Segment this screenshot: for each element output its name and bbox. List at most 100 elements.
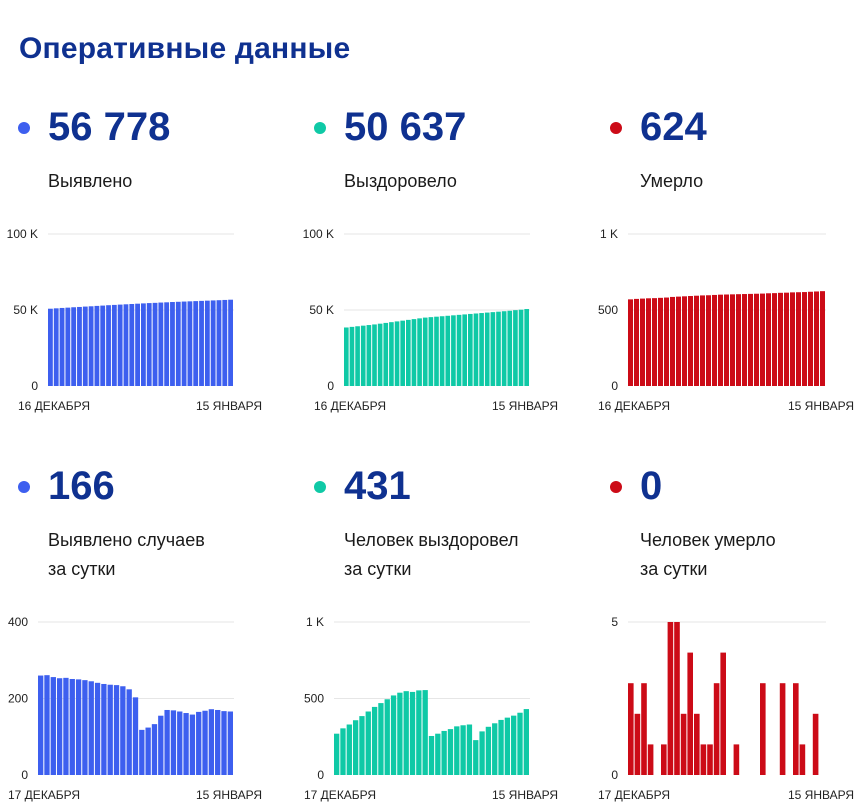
bar [507, 310, 513, 386]
bar [352, 720, 359, 775]
bar [126, 689, 132, 775]
bar [193, 301, 199, 386]
stat-label-line-1: Человек умерло [640, 530, 776, 550]
x-tick-label-start: 17 ДЕКАБРЯ [8, 788, 80, 802]
bar [129, 304, 135, 386]
bar [101, 683, 107, 775]
bar [796, 292, 801, 386]
stat-value: 624 [640, 105, 707, 149]
stat-label-line-1: Выявлено случаев [48, 530, 205, 550]
bar [434, 316, 439, 386]
bar [409, 691, 416, 775]
bar [700, 295, 705, 386]
bar [88, 306, 94, 386]
bar [175, 301, 181, 386]
bar [111, 304, 117, 386]
bar [366, 325, 372, 386]
bar [383, 322, 389, 386]
y-tick-label: 0 [611, 379, 618, 393]
y-tick-label: 100 K [303, 227, 334, 241]
bar [462, 314, 467, 386]
bar [694, 713, 700, 775]
bar [355, 326, 360, 386]
bar [778, 292, 783, 386]
bar [177, 711, 183, 775]
bar [479, 731, 485, 775]
bar [344, 327, 349, 386]
bar [802, 292, 807, 386]
bar [123, 304, 129, 386]
bar [411, 319, 417, 386]
bar [53, 308, 59, 386]
bar [779, 683, 786, 775]
bar [113, 685, 120, 775]
bar [71, 307, 77, 386]
bar [670, 296, 675, 386]
stat-value: 431 [344, 464, 411, 508]
bar [146, 303, 152, 386]
bar [641, 683, 647, 775]
bar [490, 312, 496, 386]
bar [82, 680, 88, 775]
page-title: Оперативные данные [19, 32, 351, 65]
bar [513, 310, 518, 386]
bar [38, 675, 44, 775]
bar [688, 296, 693, 386]
bar [766, 293, 771, 386]
y-tick-label: 200 [8, 692, 28, 706]
bar [501, 311, 507, 386]
bar [65, 307, 71, 386]
bar [479, 313, 484, 386]
bar [456, 314, 462, 386]
bar [359, 716, 365, 775]
bar [377, 323, 383, 386]
bar [222, 299, 228, 386]
bar [417, 318, 422, 386]
bar [390, 695, 397, 775]
bar [189, 714, 196, 775]
bar [50, 677, 56, 775]
bar [473, 740, 479, 775]
bar [640, 298, 645, 386]
bar [88, 681, 94, 775]
bar [664, 297, 669, 386]
bar [707, 744, 713, 775]
stat-label-line-1: Умерло [640, 171, 704, 191]
bar [82, 306, 88, 386]
bar [403, 691, 409, 775]
bar [216, 300, 222, 386]
bar [447, 729, 454, 775]
bar [451, 315, 456, 386]
bar [793, 683, 799, 775]
bar [814, 291, 819, 386]
bar [628, 683, 634, 775]
bar [760, 683, 766, 775]
series-color-dot [18, 122, 30, 134]
series-color-dot [610, 481, 622, 493]
x-tick-label-end: 15 ЯНВАРЯ [788, 399, 854, 413]
series-color-dot [314, 122, 326, 134]
stat-label-line-2: за сутки [344, 559, 412, 579]
bar [647, 744, 654, 775]
bar [227, 711, 233, 775]
bar [724, 294, 729, 386]
bar [334, 733, 340, 775]
bar [439, 316, 445, 386]
bar [204, 300, 210, 386]
x-tick-label-start: 16 ДЕКАБРЯ [598, 399, 670, 413]
stat-value: 50 637 [344, 105, 467, 149]
bar [400, 320, 405, 386]
x-tick-label-end: 15 ЯНВАРЯ [492, 399, 558, 413]
bar [117, 304, 123, 386]
bar [135, 303, 140, 386]
bar [94, 305, 100, 386]
bar [63, 677, 69, 775]
stat-value: 166 [48, 464, 115, 508]
bar [754, 293, 759, 386]
bar [349, 326, 355, 386]
bar [94, 682, 101, 775]
x-tick-label-start: 17 ДЕКАБРЯ [598, 788, 670, 802]
bar [676, 296, 681, 386]
y-tick-label: 0 [611, 768, 618, 782]
bar [473, 313, 479, 386]
